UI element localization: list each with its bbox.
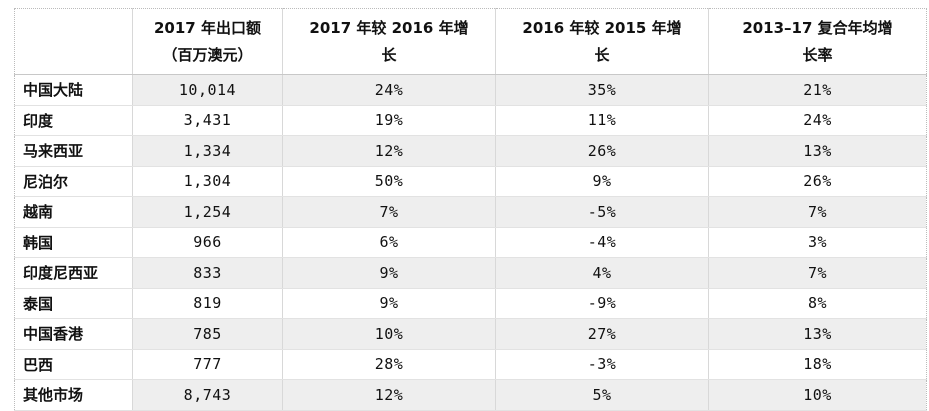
table-row: 中国大陆 10,014 24% 35% 21%	[14, 74, 927, 106]
exports-cell: 1,334	[132, 135, 283, 167]
export-table-container: 2017 年出口额 （百万澳元） 2017 年较 2016 年增 长 2016 …	[14, 8, 927, 411]
g2017-cell: 24%	[282, 74, 496, 106]
g2016-cell: 35%	[495, 74, 709, 106]
region-cell: 越南	[14, 196, 133, 228]
cagr-cell: 26%	[708, 166, 927, 197]
region-cell: 其他市场	[14, 379, 133, 411]
table-body: 中国大陆 10,014 24% 35% 21% 印度 3,431 19% 11% 24% 马来西亚 1…	[14, 74, 927, 411]
g2017-cell: 28%	[282, 349, 496, 380]
cagr-cell: 7%	[708, 196, 927, 228]
exports-cell: 1,304	[132, 166, 283, 197]
cagr-cell: 7%	[708, 257, 927, 289]
g2016-cell: 27%	[495, 318, 709, 350]
g2016-cell: 26%	[495, 135, 709, 167]
exports-cell: 1,254	[132, 196, 283, 228]
header-cagr-line1: 2013–17 复合年均增	[742, 18, 893, 37]
g2017-cell: 6%	[282, 227, 496, 258]
g2016-cell: -4%	[495, 227, 709, 258]
header-growth-2017-line2: 长	[381, 45, 397, 64]
header-growth-2017: 2017 年较 2016 年增 长	[282, 8, 496, 75]
exports-cell: 966	[132, 227, 283, 258]
cagr-cell: 10%	[708, 379, 927, 411]
header-growth-2016-line2: 长	[594, 45, 610, 64]
exports-cell: 3,431	[132, 105, 283, 136]
cagr-cell: 18%	[708, 349, 927, 380]
table-row: 印度 3,431 19% 11% 24%	[14, 105, 927, 136]
g2016-cell: 9%	[495, 166, 709, 197]
table-row: 其他市场 8,743 12% 5% 10%	[14, 379, 927, 411]
header-exports-2017: 2017 年出口额 （百万澳元）	[132, 8, 283, 75]
g2016-cell: 11%	[495, 105, 709, 136]
header-cagr: 2013–17 复合年均增 长率	[708, 8, 927, 75]
g2016-cell: -5%	[495, 196, 709, 228]
table-row: 韩国 966 6% -4% 3%	[14, 227, 927, 258]
g2016-cell: -9%	[495, 288, 709, 319]
exports-cell: 833	[132, 257, 283, 289]
table-row: 巴西 777 28% -3% 18%	[14, 349, 927, 380]
header-growth-2016-line1: 2016 年较 2015 年增	[522, 18, 682, 37]
g2017-cell: 12%	[282, 135, 496, 167]
region-cell: 韩国	[14, 227, 133, 258]
g2017-cell: 19%	[282, 105, 496, 136]
cagr-cell: 13%	[708, 318, 927, 350]
cagr-cell: 13%	[708, 135, 927, 167]
table-row: 泰国 819 9% -9% 8%	[14, 288, 927, 319]
cagr-cell: 24%	[708, 105, 927, 136]
g2017-cell: 10%	[282, 318, 496, 350]
exports-cell: 8,743	[132, 379, 283, 411]
header-cagr-line2: 长率	[802, 45, 833, 64]
region-cell: 巴西	[14, 349, 133, 380]
region-cell: 中国大陆	[14, 74, 133, 106]
g2017-cell: 9%	[282, 288, 496, 319]
g2017-cell: 9%	[282, 257, 496, 289]
region-cell: 马来西亚	[14, 135, 133, 167]
cagr-cell: 3%	[708, 227, 927, 258]
g2016-cell: 5%	[495, 379, 709, 411]
region-cell: 印度	[14, 105, 133, 136]
exports-cell: 10,014	[132, 74, 283, 106]
cagr-cell: 8%	[708, 288, 927, 319]
region-cell: 中国香港	[14, 318, 133, 350]
header-exports-2017-line1: 2017 年出口额	[154, 18, 261, 37]
table-row: 印度尼西亚 833 9% 4% 7%	[14, 257, 927, 289]
table-header-row: 2017 年出口额 （百万澳元） 2017 年较 2016 年增 长 2016 …	[14, 8, 927, 75]
table-row: 越南 1,254 7% -5% 7%	[14, 196, 927, 228]
region-cell: 尼泊尔	[14, 166, 133, 197]
g2017-cell: 12%	[282, 379, 496, 411]
g2016-cell: 4%	[495, 257, 709, 289]
cagr-cell: 21%	[708, 74, 927, 106]
exports-cell: 819	[132, 288, 283, 319]
header-region	[14, 8, 133, 75]
header-exports-2017-line2: （百万澳元）	[162, 45, 253, 64]
g2017-cell: 50%	[282, 166, 496, 197]
header-growth-2016: 2016 年较 2015 年增 长	[495, 8, 709, 75]
export-growth-table: 2017 年出口额 （百万澳元） 2017 年较 2016 年增 长 2016 …	[14, 8, 927, 411]
table-row: 尼泊尔 1,304 50% 9% 26%	[14, 166, 927, 197]
table-row: 马来西亚 1,334 12% 26% 13%	[14, 135, 927, 167]
header-growth-2017-line1: 2017 年较 2016 年增	[309, 18, 469, 37]
region-cell: 泰国	[14, 288, 133, 319]
exports-cell: 785	[132, 318, 283, 350]
exports-cell: 777	[132, 349, 283, 380]
g2017-cell: 7%	[282, 196, 496, 228]
table-row: 中国香港 785 10% 27% 13%	[14, 318, 927, 350]
region-cell: 印度尼西亚	[14, 257, 133, 289]
g2016-cell: -3%	[495, 349, 709, 380]
